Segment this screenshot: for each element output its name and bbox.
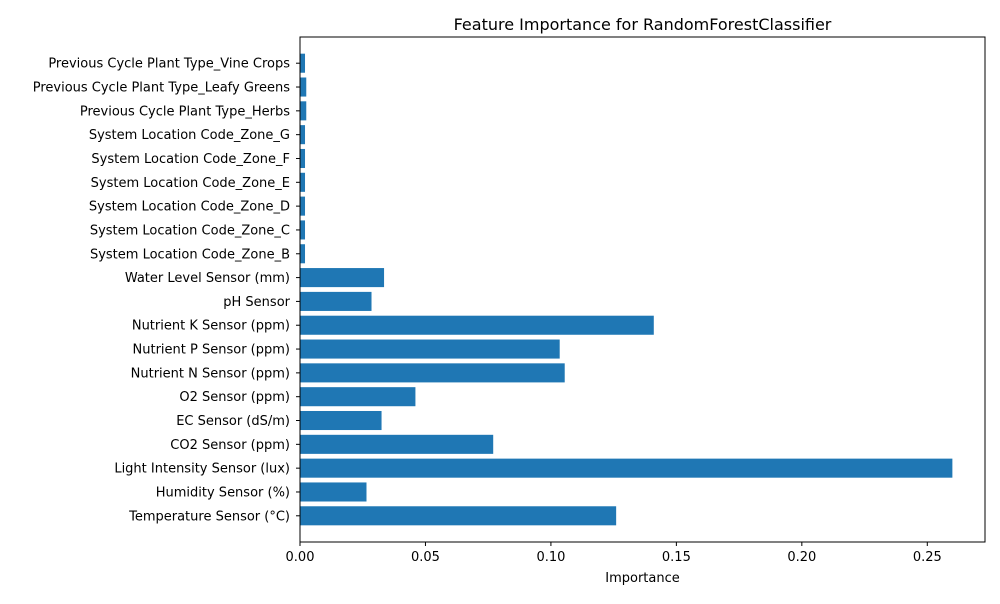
y-tick-label: CO2 Sensor (ppm) <box>170 438 290 453</box>
bar <box>300 339 560 359</box>
plot-area-frame <box>299 36 986 543</box>
y-tick-label: EC Sensor (dS/m) <box>176 414 290 429</box>
bar <box>300 291 372 311</box>
chart-title: Feature Importance for RandomForestClass… <box>454 15 832 34</box>
bar <box>300 458 953 478</box>
y-tick-label: Water Level Sensor (mm) <box>125 271 290 286</box>
bar <box>300 410 382 431</box>
bar <box>300 125 306 145</box>
y-tick-label: System Location Code_Zone_D <box>89 200 290 215</box>
x-tick-label: 0.10 <box>536 550 565 565</box>
bar <box>300 196 306 216</box>
y-tick-label: Nutrient N Sensor (ppm) <box>131 366 290 381</box>
y-tick-label: Previous Cycle Plant Type_Vine Crops <box>48 57 290 72</box>
y-tick-label: Temperature Sensor (°C) <box>128 509 290 524</box>
x-tick-label: 0.20 <box>787 550 816 565</box>
y-tick-label: Nutrient K Sensor (ppm) <box>132 319 290 334</box>
bar <box>300 482 367 502</box>
y-tick-label: Humidity Sensor (%) <box>156 485 290 500</box>
bar <box>300 315 654 335</box>
bar <box>300 77 307 97</box>
bar <box>300 53 306 73</box>
x-axis-label: Importance <box>605 571 680 586</box>
x-tick-label: 0.05 <box>411 550 440 565</box>
bar <box>300 172 306 192</box>
y-tick-label: pH Sensor <box>223 295 290 310</box>
x-tick-labels: 0.00 0.05 0.10 0.15 0.20 0.25 <box>286 542 942 565</box>
y-tick-label: Nutrient P Sensor (ppm) <box>133 343 290 358</box>
y-tick-label: O2 Sensor (ppm) <box>179 390 290 405</box>
bar <box>300 363 565 383</box>
bar <box>300 268 385 288</box>
y-tick-label: Light Intensity Sensor (lux) <box>114 462 290 477</box>
bars-layer <box>300 53 953 526</box>
x-tick-label: 0.00 <box>286 550 315 565</box>
y-tick-label: System Location Code_Zone_E <box>91 176 290 191</box>
y-tick-label: System Location Code_Zone_G <box>89 128 290 143</box>
y-tick-label: System Location Code_Zone_C <box>90 223 290 238</box>
y-tick-label: System Location Code_Zone_F <box>91 152 290 167</box>
bar <box>300 434 494 454</box>
y-tick-label: Previous Cycle Plant Type_Leafy Greens <box>33 81 290 96</box>
bar <box>300 220 306 240</box>
y-tick-label: System Location Code_Zone_B <box>90 247 290 262</box>
y-tick-labels: Temperature Sensor (°C) Humidity Sensor (… <box>33 57 300 524</box>
bar <box>300 101 307 121</box>
bar <box>300 387 416 407</box>
y-tick-label: Previous Cycle Plant Type_Herbs <box>80 104 290 119</box>
bar <box>300 148 306 169</box>
bar <box>300 506 617 526</box>
x-tick-label: 0.25 <box>913 550 942 565</box>
bar <box>300 244 306 264</box>
x-tick-label: 0.15 <box>662 550 691 565</box>
